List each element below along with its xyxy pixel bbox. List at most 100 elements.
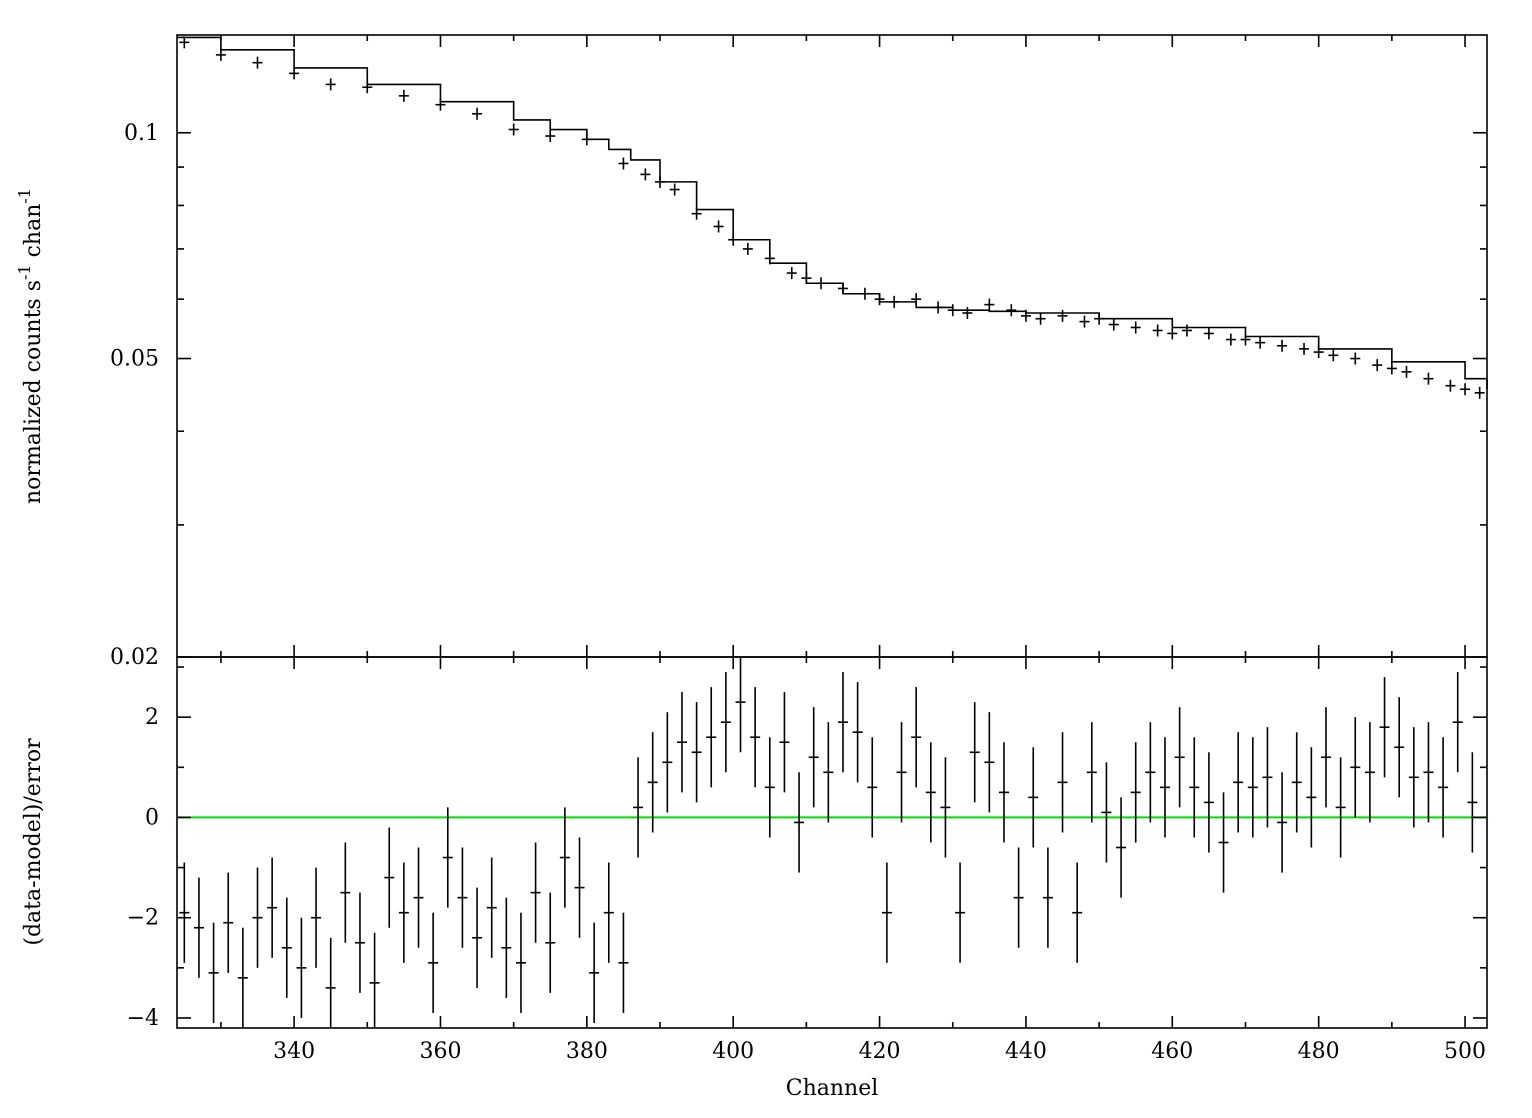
x-tick-label: 460 bbox=[1151, 1039, 1193, 1064]
residual-point bbox=[647, 732, 658, 833]
residual-point bbox=[281, 897, 292, 998]
residual-point bbox=[398, 862, 409, 963]
bottom-y-tick-label: 0 bbox=[145, 805, 159, 830]
data-point bbox=[728, 233, 739, 246]
data-point bbox=[1035, 312, 1046, 325]
data-point bbox=[947, 304, 958, 317]
data-point bbox=[669, 183, 680, 196]
data-point bbox=[962, 307, 973, 320]
data-point bbox=[1057, 309, 1068, 322]
data-point bbox=[1474, 386, 1485, 399]
residual-point bbox=[750, 687, 761, 788]
top-y-tick-labels: 0.1 0.05 0.02 bbox=[110, 121, 159, 670]
residual-point bbox=[837, 672, 848, 773]
residual-point bbox=[1042, 847, 1053, 948]
residual-point bbox=[618, 912, 629, 1013]
data-point bbox=[1328, 349, 1339, 362]
residual-point bbox=[237, 927, 248, 1028]
data-point bbox=[1277, 339, 1288, 352]
x-tick-label: 340 bbox=[273, 1039, 315, 1064]
residual-point bbox=[984, 712, 995, 813]
residual-point bbox=[354, 892, 365, 993]
residual-point bbox=[384, 827, 395, 928]
bottom-panel: −4 −2 0 2 340 360 380 400 420 440 460 480 500 (data… bbox=[21, 656, 1488, 1101]
x-tick-label: 380 bbox=[566, 1039, 608, 1064]
residual-point bbox=[1262, 727, 1273, 828]
x-axis-label: Channel bbox=[786, 1076, 879, 1101]
residual-point bbox=[457, 847, 468, 948]
data-point bbox=[435, 98, 446, 111]
data-point bbox=[1401, 365, 1412, 378]
residual-point bbox=[252, 867, 263, 968]
data-point bbox=[691, 207, 702, 220]
residual-point bbox=[1394, 697, 1405, 798]
residual-point bbox=[1072, 862, 1083, 963]
residual-point bbox=[691, 702, 702, 803]
model-step-line bbox=[177, 36, 1488, 390]
x-tick-label: 420 bbox=[859, 1039, 901, 1064]
residual-point bbox=[1028, 747, 1039, 848]
residual-point bbox=[472, 887, 483, 988]
residual-point bbox=[1116, 797, 1127, 898]
data-point bbox=[545, 130, 556, 143]
data-point bbox=[742, 242, 753, 255]
data-point bbox=[911, 293, 922, 306]
residual-point bbox=[1452, 672, 1463, 773]
residual-point bbox=[955, 862, 966, 963]
top-y-tick-label: 0.1 bbox=[124, 121, 159, 146]
data-point bbox=[764, 252, 775, 265]
data-point bbox=[837, 282, 848, 295]
data-point bbox=[1203, 327, 1214, 340]
residual-point bbox=[998, 742, 1009, 843]
residual-point bbox=[823, 722, 834, 823]
top-axis-ticks bbox=[177, 35, 1487, 658]
data-point bbox=[618, 157, 629, 170]
residual-point bbox=[808, 707, 819, 808]
x-tick-labels: 340 360 380 400 420 440 460 480 500 bbox=[273, 1039, 1486, 1064]
bottom-y-tick-label: −2 bbox=[127, 906, 159, 931]
residual-point bbox=[1364, 722, 1375, 823]
data-points bbox=[179, 36, 1485, 399]
x-tick-label: 480 bbox=[1298, 1039, 1340, 1064]
residual-point bbox=[940, 757, 951, 858]
residual-point bbox=[779, 692, 790, 793]
data-point bbox=[179, 36, 190, 49]
data-point bbox=[1094, 312, 1105, 325]
residual-point bbox=[1379, 677, 1390, 778]
bottom-y-tick-label: −4 bbox=[127, 1006, 159, 1031]
residual-point bbox=[706, 687, 717, 788]
residual-point bbox=[676, 692, 687, 793]
top-panel: 0.1 0.05 0.02 normalized counts s-1 chan-1 bbox=[15, 34, 1488, 670]
data-point bbox=[889, 295, 900, 308]
data-point bbox=[398, 89, 409, 102]
data-point bbox=[933, 301, 944, 314]
data-point bbox=[472, 107, 483, 120]
data-point bbox=[859, 287, 870, 300]
data-point bbox=[1299, 342, 1310, 355]
data-point bbox=[816, 277, 827, 290]
residual-point bbox=[896, 722, 907, 823]
data-point bbox=[581, 133, 592, 146]
residual-point bbox=[925, 742, 936, 843]
residual-point bbox=[1320, 707, 1331, 808]
residual-point bbox=[369, 932, 380, 1028]
data-point bbox=[1350, 352, 1361, 365]
residual-point bbox=[589, 922, 600, 1023]
data-point bbox=[1152, 324, 1163, 337]
residual-point bbox=[969, 702, 980, 803]
residual-point bbox=[574, 837, 585, 938]
residual-point bbox=[1145, 722, 1156, 823]
residual-point bbox=[1423, 722, 1434, 823]
data-point bbox=[1372, 359, 1383, 372]
residual-point bbox=[1174, 707, 1185, 808]
residual-point bbox=[1467, 752, 1478, 853]
x-tick-label: 400 bbox=[712, 1039, 754, 1064]
x-tick-label: 360 bbox=[419, 1039, 461, 1064]
bottom-axis-ticks bbox=[177, 657, 1487, 1028]
bottom-y-axis-label: (data-model)/error bbox=[21, 738, 46, 946]
residual-point bbox=[208, 922, 219, 1023]
residual-point bbox=[1306, 747, 1317, 848]
residual-point bbox=[720, 672, 731, 773]
data-point bbox=[1423, 372, 1434, 385]
